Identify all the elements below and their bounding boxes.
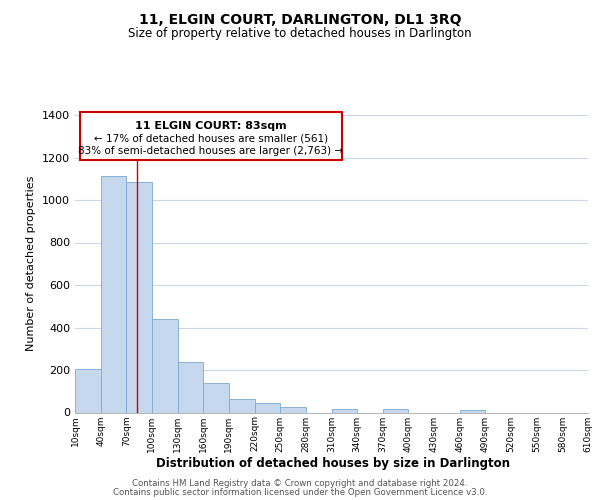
- Bar: [152, 320, 178, 412]
- Bar: [127, 182, 152, 412]
- Bar: [460, 410, 485, 412]
- Text: ← 17% of detached houses are smaller (561): ← 17% of detached houses are smaller (56…: [94, 134, 328, 143]
- Bar: [101, 176, 127, 412]
- Text: Size of property relative to detached houses in Darlington: Size of property relative to detached ho…: [128, 28, 472, 40]
- Bar: [254, 402, 280, 412]
- Bar: [178, 362, 203, 412]
- Bar: [229, 400, 254, 412]
- Y-axis label: Number of detached properties: Number of detached properties: [26, 176, 37, 352]
- Text: 11 ELGIN COURT: 83sqm: 11 ELGIN COURT: 83sqm: [135, 120, 287, 130]
- Bar: [75, 369, 101, 412]
- Bar: [280, 407, 306, 412]
- Text: Contains HM Land Registry data © Crown copyright and database right 2024.: Contains HM Land Registry data © Crown c…: [132, 479, 468, 488]
- Bar: [383, 410, 409, 412]
- Bar: [331, 408, 357, 412]
- Text: 83% of semi-detached houses are larger (2,763) →: 83% of semi-detached houses are larger (…: [79, 146, 344, 156]
- Bar: [203, 383, 229, 412]
- Text: Contains public sector information licensed under the Open Government Licence v3: Contains public sector information licen…: [113, 488, 487, 497]
- FancyBboxPatch shape: [80, 112, 342, 160]
- Text: 11, ELGIN COURT, DARLINGTON, DL1 3RQ: 11, ELGIN COURT, DARLINGTON, DL1 3RQ: [139, 12, 461, 26]
- Text: Distribution of detached houses by size in Darlington: Distribution of detached houses by size …: [156, 458, 510, 470]
